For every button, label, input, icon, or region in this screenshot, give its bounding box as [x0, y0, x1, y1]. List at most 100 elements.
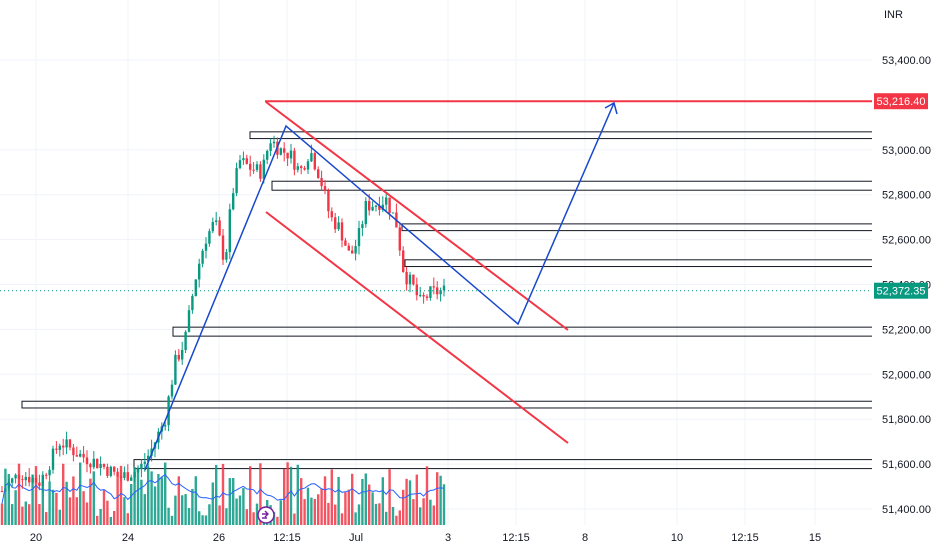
projection-arrowhead: [604, 101, 618, 115]
volume-bar: [442, 484, 446, 525]
candle-body: [279, 148, 282, 155]
volume-bar: [276, 516, 279, 525]
currency-label: INR: [884, 9, 903, 21]
volume-bar: [123, 497, 126, 525]
candle-body: [7, 482, 10, 489]
volume-bar: [310, 497, 313, 525]
time-tick-label: 10: [671, 532, 683, 544]
candle-body: [62, 445, 65, 448]
candle-body: [126, 472, 129, 481]
projection-path[interactable]: [144, 102, 615, 471]
candle-body: [388, 197, 391, 214]
volume-bar: [422, 498, 425, 525]
candle-body: [28, 476, 31, 483]
volume-bars: [0, 462, 446, 525]
volume-bar: [198, 511, 201, 525]
volume-bar: [432, 505, 435, 525]
volume-bar: [293, 513, 296, 525]
candle-body: [119, 476, 123, 478]
volume-bar: [62, 463, 65, 525]
candle-body: [51, 448, 55, 470]
candle-body: [306, 161, 310, 170]
candle-body: [425, 296, 429, 298]
volume-bar: [419, 507, 422, 525]
volume-bar: [245, 509, 248, 525]
volume-bar: [364, 473, 367, 525]
time-tick-label: 12:15: [273, 532, 301, 544]
volume-bar: [361, 479, 364, 525]
overlay-marker[interactable]: [257, 506, 275, 524]
channel-lower-line[interactable]: [265, 211, 569, 444]
volume-bar: [405, 478, 408, 525]
volume-bar: [147, 466, 150, 525]
candle-body: [283, 148, 286, 153]
candle-body: [310, 153, 313, 162]
volume-bar: [11, 504, 14, 525]
volume-bar: [415, 474, 418, 525]
candle-body: [198, 263, 201, 280]
candle-body: [391, 212, 395, 214]
price-tick-label: 53,000.00: [882, 145, 931, 157]
drawings[interactable]: [144, 100, 875, 471]
price-axis-panel[interactable]: [872, 0, 932, 550]
time-tick-label: Jul: [349, 532, 363, 544]
candle-body: [381, 204, 384, 210]
candle-body: [116, 471, 119, 477]
candle-body: [38, 482, 41, 486]
volume-bar: [242, 488, 245, 525]
candle-body: [34, 477, 38, 483]
candle-body: [113, 466, 116, 472]
candle-body: [0, 491, 4, 493]
volume-bar: [184, 494, 187, 525]
volume-bar: [157, 473, 160, 525]
candle-body: [147, 455, 150, 462]
candle-body: [255, 164, 259, 170]
arrow-circle-icon[interactable]: [257, 506, 275, 524]
candle-body: [174, 354, 177, 385]
candle-body: [89, 464, 92, 468]
volume-bar: [436, 472, 439, 525]
candle-body: [293, 150, 296, 170]
time-tick-label: 8: [582, 532, 588, 544]
candle-body: [17, 474, 21, 480]
volume-bar: [300, 478, 303, 525]
volume-bar: [408, 480, 412, 525]
candle-body: [402, 250, 405, 272]
candle-body: [252, 169, 255, 171]
volume-bar: [89, 478, 92, 525]
time-tick-label: 3: [445, 532, 451, 544]
volume-bar: [4, 468, 7, 525]
volume-bar: [24, 501, 27, 525]
candle-body: [143, 461, 146, 464]
volume-bar: [218, 505, 221, 525]
volume-bar: [119, 465, 123, 525]
candle-body: [96, 458, 99, 469]
candle-body: [11, 478, 14, 483]
time-tick-label: 20: [30, 532, 42, 544]
candle-body: [436, 287, 439, 295]
candle-body: [85, 457, 89, 465]
candle-body: [201, 250, 204, 264]
candle-body: [323, 186, 327, 191]
channel-upper-line[interactable]: [265, 101, 569, 331]
candle-body: [266, 150, 269, 160]
volume-bar: [378, 503, 381, 525]
candle-body: [106, 466, 109, 476]
volume-bar: [330, 469, 333, 525]
candle-body: [164, 425, 167, 427]
volume-bar: [374, 503, 378, 525]
volume-bar: [167, 507, 170, 525]
candle-body: [385, 197, 388, 205]
volume-bar: [170, 515, 174, 525]
candle-body: [374, 205, 378, 207]
volume-bar: [204, 515, 208, 525]
arrow-circle-icon-glyph: [262, 510, 269, 519]
volume-bar: [21, 506, 24, 525]
candle-body: [218, 220, 221, 236]
candle-body: [238, 160, 242, 169]
candle-body: [133, 471, 136, 478]
candle-body: [123, 472, 126, 478]
volume-bar: [0, 503, 4, 525]
price-tick-label: 51,400.00: [882, 504, 931, 516]
